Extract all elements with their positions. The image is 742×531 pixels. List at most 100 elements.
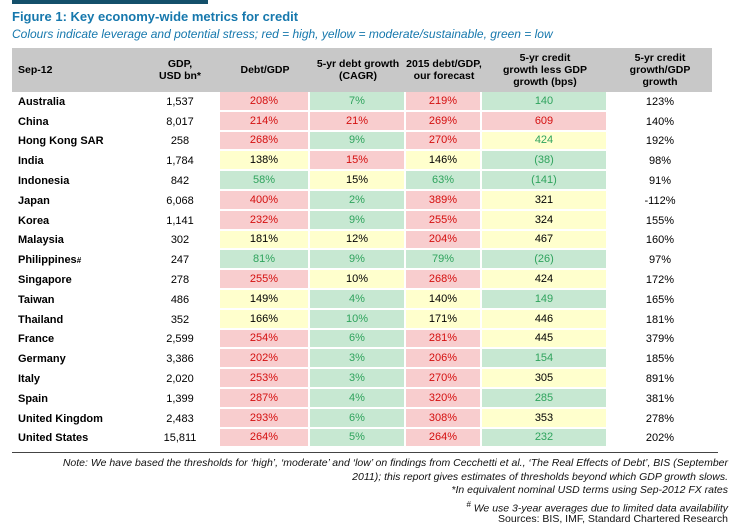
metric-cell: 146% <box>406 151 482 172</box>
metric-cell: 270% <box>406 369 482 389</box>
metric-cell: 253% <box>220 369 310 389</box>
metric-cell: 424 <box>482 131 608 152</box>
country-cell: Germany <box>18 353 66 366</box>
gdp-cell: 1,784 <box>166 155 194 168</box>
metric-cell: 264% <box>406 428 482 449</box>
country-cell: Japan <box>18 194 50 207</box>
footnote-line: # We use 3-year averages due to limited … <box>466 499 728 515</box>
metric-cell: 21% <box>310 111 406 132</box>
gdp-cell: 8,017 <box>166 115 194 128</box>
metric-cell: 204% <box>406 230 482 251</box>
metric-cell: 268% <box>406 270 482 290</box>
metric-cell: 3% <box>310 349 406 370</box>
growth-ratio-cell: 379% <box>645 333 675 346</box>
metric-cell: 15% <box>310 151 406 172</box>
metric-cell: 320% <box>406 388 482 409</box>
metric-cell: 9% <box>310 250 406 271</box>
gdp-cell: 302 <box>170 234 190 247</box>
metric-cell: 424 <box>482 270 608 290</box>
table-row: Italy 2,020 253% 3% 270% 305 891% <box>12 369 712 389</box>
column-header: 5-yr credit growth/GDP growth <box>629 52 691 88</box>
gdp-cell: 486 <box>170 293 190 306</box>
metric-cell: 10% <box>310 270 406 290</box>
metric-cell: 270% <box>406 131 482 152</box>
metric-cell: 4% <box>310 289 406 310</box>
gdp-cell: 1,399 <box>166 392 194 405</box>
gdp-cell: 2,599 <box>166 333 194 346</box>
country-cell: Taiwan <box>18 293 55 306</box>
table-row: Germany 3,386 202% 3% 206% 154 185% <box>12 349 712 370</box>
metric-cell: 7% <box>310 92 406 112</box>
country-cell: Malaysia <box>18 234 64 247</box>
table-row: India 1,784 138% 15% 146% (38) 98% <box>12 151 712 172</box>
growth-ratio-cell: 891% <box>645 373 675 386</box>
metric-cell: 181% <box>220 230 310 251</box>
gdp-cell: 3,386 <box>166 353 194 366</box>
country-cell: Indonesia <box>18 175 70 188</box>
growth-ratio-cell: 192% <box>645 135 675 148</box>
gdp-cell: 842 <box>170 175 190 188</box>
metric-cell: 264% <box>220 428 310 449</box>
metric-cell: 445 <box>482 329 608 350</box>
metric-cell: 446 <box>482 309 608 330</box>
metric-cell: 219% <box>406 92 482 112</box>
sources-line: Sources: BIS, IMF, Standard Chartered Re… <box>498 513 728 525</box>
growth-ratio-cell: -112% <box>644 194 676 207</box>
figure-subtitle: Colours indicate leverage and potential … <box>12 27 553 41</box>
growth-ratio-cell: 98% <box>648 155 672 168</box>
growth-ratio-cell: 160% <box>645 234 675 247</box>
gdp-cell: 247 <box>170 254 190 267</box>
table-row: United States 15,811 264% 5% 264% 232 202% <box>12 428 712 449</box>
metric-cell: 208% <box>220 92 310 112</box>
country-cell: Australia <box>18 95 66 108</box>
table-row: Indonesia 842 58% 15% 63% (141) 91% <box>12 171 712 191</box>
growth-ratio-cell: 185% <box>645 353 675 366</box>
metric-cell: 5% <box>310 428 406 449</box>
country-cell: Singapore <box>18 274 72 287</box>
metric-cell: 140% <box>406 289 482 310</box>
metric-cell: 206% <box>406 349 482 370</box>
metric-cell: 166% <box>220 309 310 330</box>
metric-cell: 149 <box>482 289 608 310</box>
growth-ratio-cell: 202% <box>645 432 675 445</box>
footnote-line: 2011); this report gives estimates of th… <box>352 470 728 483</box>
country-cell: United Kingdom <box>18 412 103 425</box>
gdp-cell: 258 <box>170 135 190 148</box>
table-row: Thailand 352 166% 10% 171% 446 181% <box>12 309 712 330</box>
footnotes: Note: We have based the thresholds for ‘… <box>12 457 728 516</box>
country-cell: China <box>18 115 49 128</box>
column-header: Debt/GDP <box>240 64 290 76</box>
gdp-cell: 15,811 <box>163 432 197 445</box>
growth-ratio-cell: 97% <box>648 254 672 267</box>
column-header: GDP, USD bn* <box>159 58 201 82</box>
metric-cell: 12% <box>310 230 406 251</box>
metric-cell: 15% <box>310 171 406 191</box>
table-row: Philippines # 247 81% 9% 79% (26) 97% <box>12 250 712 271</box>
growth-ratio-cell: 123% <box>645 95 675 108</box>
gdp-cell: 352 <box>170 313 190 326</box>
gdp-cell: 2,483 <box>166 412 194 425</box>
table-row: Hong Kong SAR 258 268% 9% 270% 424 192% <box>12 131 712 152</box>
metric-cell: 353 <box>482 408 608 429</box>
table-row: China 8,017 214% 21% 269% 609 140% <box>12 111 712 132</box>
table-row: Singapore 278 255% 10% 268% 424 172% <box>12 270 712 290</box>
metric-cell: 609 <box>482 111 608 132</box>
metric-cell: (38) <box>482 151 608 172</box>
metric-cell: 324 <box>482 210 608 231</box>
country-cell: France <box>18 333 55 346</box>
metric-cell: 305 <box>482 369 608 389</box>
gdp-cell: 2,020 <box>166 373 194 386</box>
metric-cell: 6% <box>310 329 406 350</box>
metric-cell: 400% <box>220 190 310 211</box>
table-row: Australia 1,537 208% 7% 219% 140 123% <box>12 92 712 112</box>
country-cell: Hong Kong SAR <box>18 135 104 148</box>
country-cell: Spain <box>18 392 48 405</box>
metric-cell: 255% <box>220 270 310 290</box>
metric-cell: 389% <box>406 190 482 211</box>
metric-cell: 9% <box>310 131 406 152</box>
growth-ratio-cell: 181% <box>645 313 675 326</box>
metric-cell: 171% <box>406 309 482 330</box>
metric-cell: 232% <box>220 210 310 231</box>
metric-cell: 467 <box>482 230 608 251</box>
